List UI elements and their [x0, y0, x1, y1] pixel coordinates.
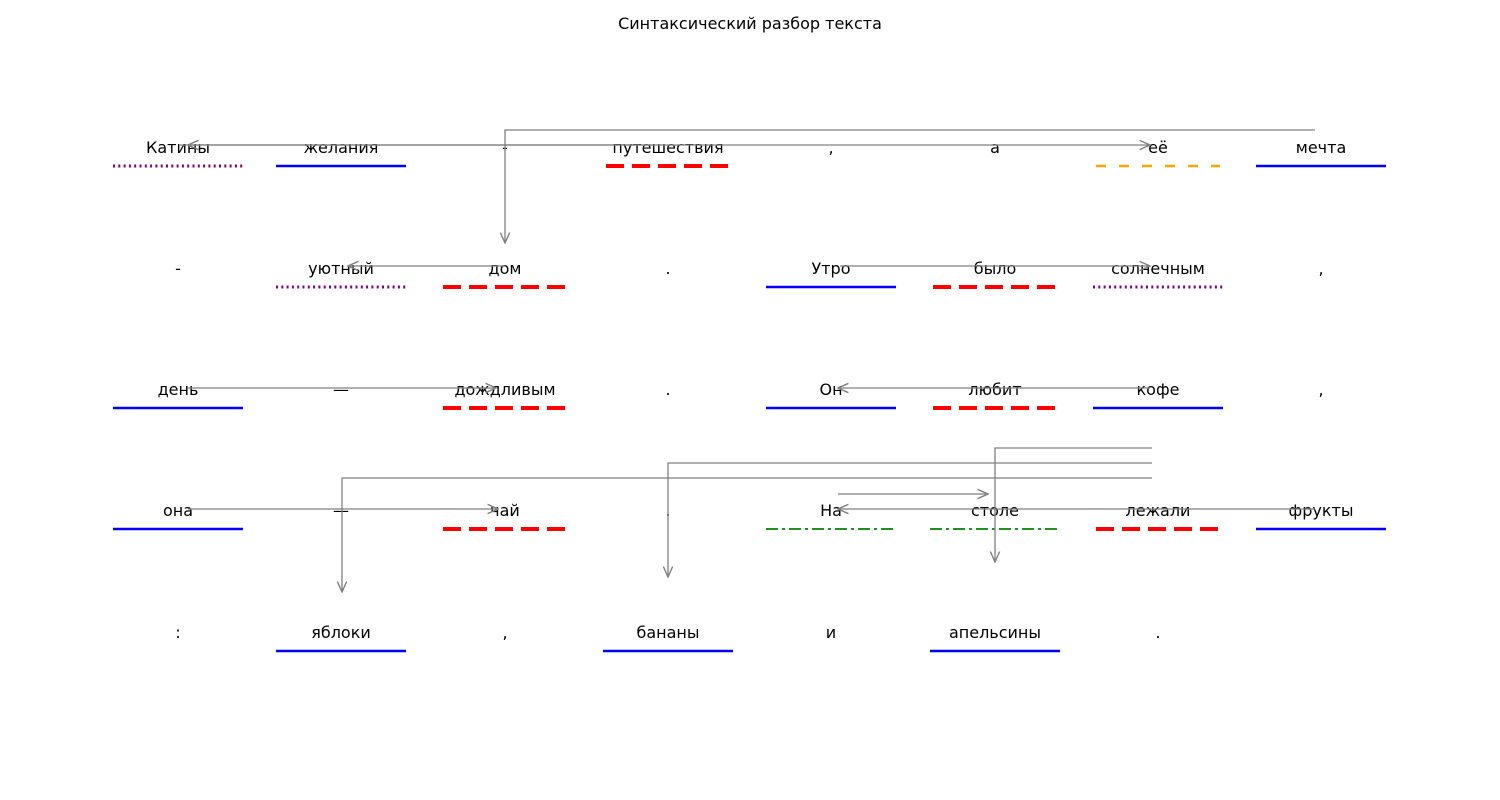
- word-token: -: [175, 259, 181, 278]
- diagram-title: Синтаксический разбор текста: [618, 14, 882, 33]
- word-token: любит: [968, 380, 1021, 399]
- underlines-layer: [113, 164, 1386, 653]
- word-token: —: [333, 380, 349, 399]
- word-token: Утро: [811, 259, 850, 278]
- word-token: чай: [490, 501, 520, 520]
- word-token: бананы: [636, 623, 699, 642]
- words-layer: Катины желания - путешествия, а её мечта-уютны…: [146, 138, 1353, 642]
- word-token: ,: [502, 623, 507, 642]
- word-token: она: [163, 501, 193, 520]
- word-token: лежали: [1126, 501, 1191, 520]
- word-token: .: [1155, 623, 1160, 642]
- word-token: было: [974, 259, 1017, 278]
- word-token: желания: [304, 138, 379, 157]
- word-token: день: [158, 380, 199, 399]
- arrow-long-down: [505, 129, 1315, 243]
- word-token: ,: [1318, 380, 1323, 399]
- word-token: а: [990, 138, 1000, 157]
- word-token: Катины: [146, 138, 210, 157]
- word-token: солнечным: [1111, 259, 1205, 278]
- word-token: апельсины: [949, 623, 1041, 642]
- word-token: яблоки: [311, 623, 371, 642]
- word-token: мечта: [1296, 138, 1347, 157]
- arrow-down-bananas: [668, 462, 1152, 577]
- word-token: путешествия: [612, 138, 723, 157]
- word-token: Он: [819, 380, 842, 399]
- dependency-arrows: [180, 129, 1315, 592]
- word-token: её: [1148, 138, 1168, 157]
- word-token: :: [175, 623, 180, 642]
- word-token: ,: [828, 138, 833, 157]
- word-token: и: [826, 623, 836, 642]
- arrow-down-apples: [342, 477, 1152, 592]
- word-token: фрукты: [1289, 501, 1354, 520]
- word-token: кофе: [1137, 380, 1180, 399]
- word-token: ,: [1318, 259, 1323, 278]
- word-token: .: [665, 259, 670, 278]
- arrow-down-stole: [995, 447, 1152, 562]
- word-token: .: [665, 380, 670, 399]
- word-token: уютный: [308, 259, 374, 278]
- word-token: —: [333, 501, 349, 520]
- word-token: дождливым: [454, 380, 555, 399]
- word-token: дом: [489, 259, 522, 278]
- word-token: На: [820, 501, 842, 520]
